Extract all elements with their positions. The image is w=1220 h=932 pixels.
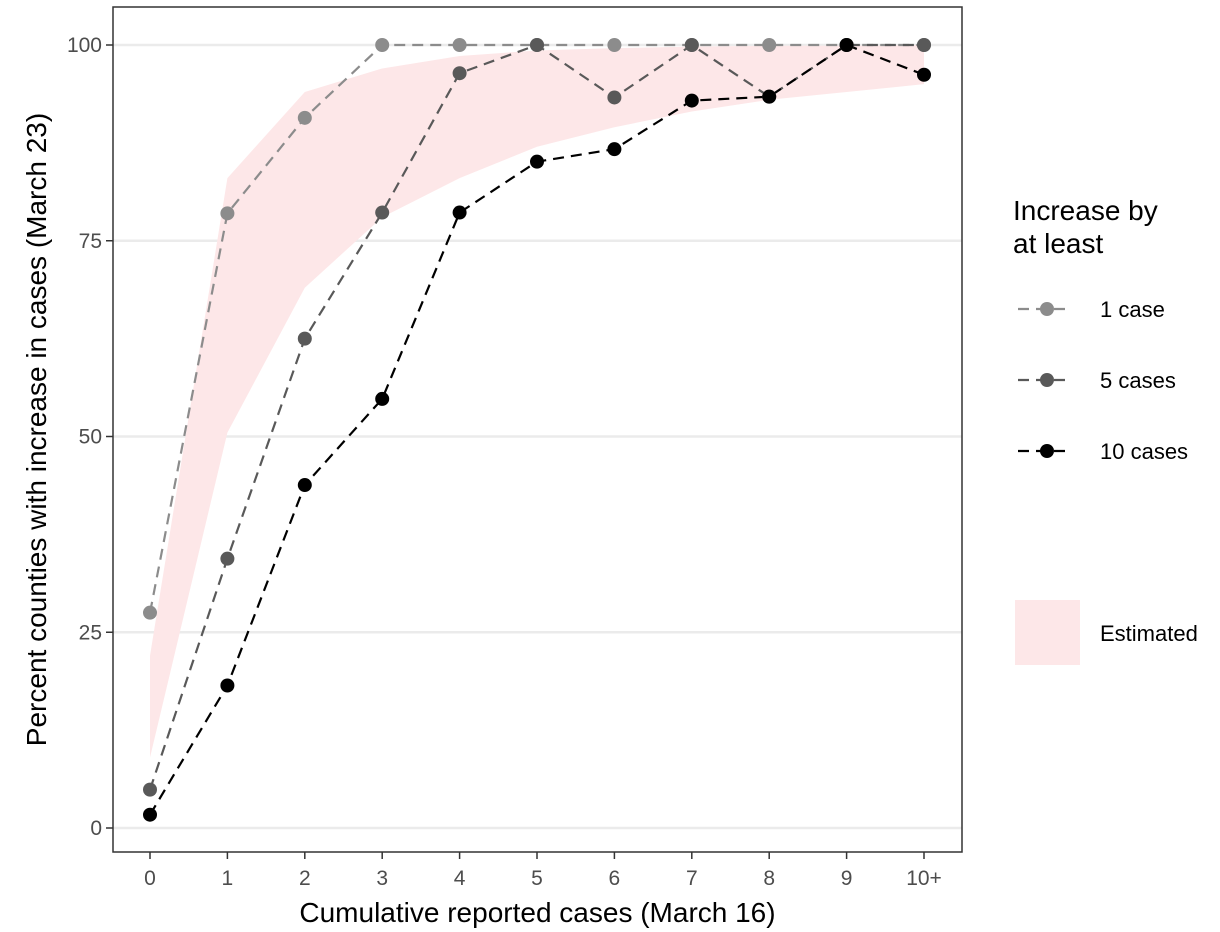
data-point-series-3-0 — [143, 807, 157, 822]
legend-key-point — [1040, 373, 1054, 387]
data-point-series-1-6 — [607, 38, 622, 52]
x-tick-label: 0 — [144, 867, 156, 890]
plot-background — [113, 7, 962, 852]
x-tick-label: 9 — [841, 867, 853, 890]
legend-key-point — [1040, 302, 1054, 316]
y-tick-label: 100 — [67, 34, 102, 57]
data-point-series-3-5 — [530, 154, 544, 169]
data-point-series-1-1 — [220, 206, 235, 221]
plot-area: 0 25 50 75 100 0 1 2 3 4 5 6 7 8 9 10+ — [67, 6, 963, 890]
x-tick-label: 10+ — [906, 867, 942, 890]
x-tick-label: 7 — [686, 867, 698, 890]
y-axis-title: Percent counties with increase in cases … — [21, 113, 52, 746]
y-tick-label: 0 — [90, 817, 102, 840]
legend-item-estimated: Estimated — [1015, 600, 1198, 665]
legend-key-point — [1040, 444, 1054, 458]
legend: Increase by at least 1 case 5 cases 10 cases… — [1013, 195, 1198, 665]
x-tick-label: 4 — [454, 867, 466, 890]
legend-item-3: 10 cases — [1018, 439, 1188, 464]
data-point-series-2-5 — [530, 38, 544, 52]
data-point-series-3-3 — [375, 391, 390, 406]
data-point-series-2-0 — [143, 782, 157, 797]
legend-label: 5 cases — [1100, 368, 1176, 393]
series-line-1 — [148, 43, 924, 613]
estimated-band — [150, 45, 924, 758]
data-point-series-2-10+ — [917, 38, 931, 52]
data-point-series-3-7 — [684, 93, 699, 108]
legend-label: 10 cases — [1100, 439, 1188, 464]
legend-key-band — [1015, 600, 1080, 665]
data-point-series-2-6 — [607, 90, 622, 105]
data-point-series-2-4 — [452, 66, 467, 81]
x-tick-label: 3 — [376, 867, 388, 890]
data-point-series-3-2 — [297, 478, 312, 493]
legend-label: 1 case — [1100, 297, 1165, 322]
legend-item-1: 1 case — [1018, 297, 1165, 322]
x-tick-label: 2 — [299, 867, 311, 890]
data-point-series-3-8 — [762, 89, 777, 104]
data-point-series-1-2 — [297, 110, 312, 125]
data-point-series-2-7 — [684, 38, 699, 52]
legend-item-2: 5 cases — [1018, 368, 1176, 393]
data-point-series-1-8 — [762, 38, 777, 52]
x-tick-label: 5 — [531, 867, 543, 890]
x-tick-label: 8 — [763, 867, 775, 890]
data-point-series-3-6 — [607, 142, 622, 157]
data-point-series-2-3 — [375, 205, 390, 220]
x-tick-label: 1 — [222, 867, 234, 890]
data-point-series-1-3 — [375, 38, 390, 52]
data-point-series-3-10+ — [917, 67, 931, 82]
data-point-series-1-0 — [143, 605, 157, 620]
y-tick-label: 75 — [79, 230, 102, 253]
data-point-series-3-1 — [220, 678, 235, 693]
x-axis-title: Cumulative reported cases (March 16) — [299, 897, 775, 928]
legend-title-line: at least — [1013, 228, 1103, 259]
data-point-series-3-9 — [839, 38, 854, 52]
legend-title-line: Increase by — [1013, 195, 1158, 226]
y-tick-label: 25 — [79, 621, 102, 644]
legend-label: Estimated — [1100, 621, 1198, 646]
data-point-series-2-2 — [297, 331, 312, 346]
legend-title: Increase by at least — [1013, 195, 1158, 259]
data-point-series-3-4 — [452, 205, 467, 220]
x-tick-label: 6 — [609, 867, 621, 890]
data-point-series-2-1 — [220, 551, 235, 566]
data-point-series-1-4 — [452, 38, 467, 52]
y-tick-label: 50 — [79, 426, 102, 449]
